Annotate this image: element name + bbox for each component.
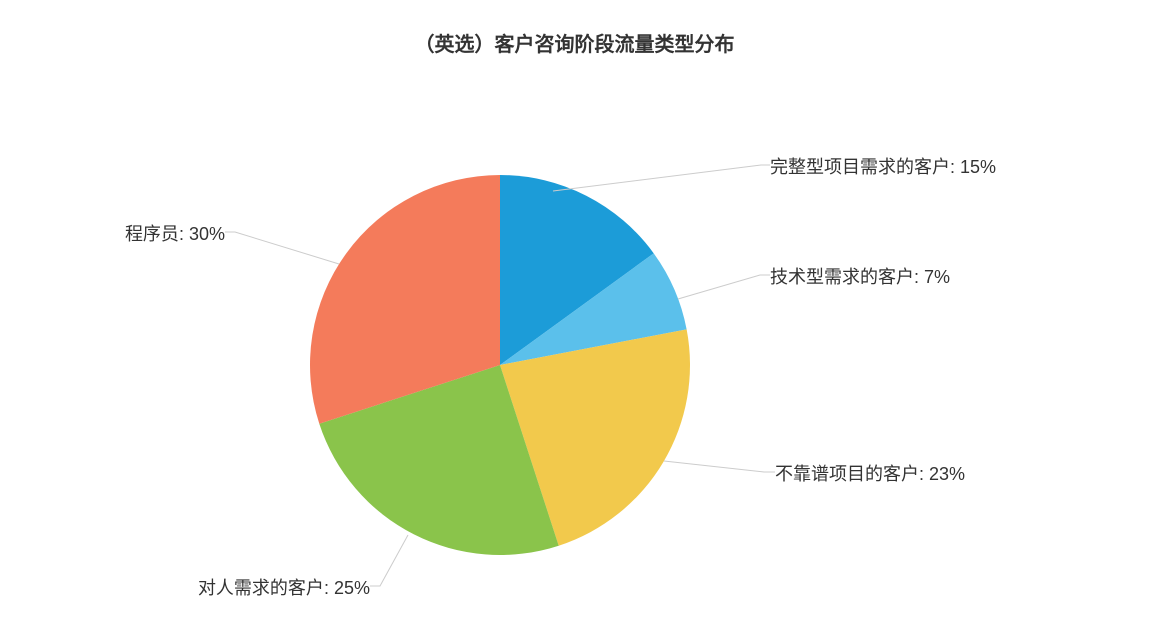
slice-label-value: 25	[334, 578, 354, 598]
slice-label: 技术型需求的客户: 7%	[770, 263, 950, 289]
slice-label-value: 15	[960, 157, 980, 177]
slice-label-name: 完整型项目需求的客户	[770, 157, 950, 177]
slice-label-percent: %	[354, 578, 370, 598]
slice-label: 完整型项目需求的客户: 15%	[770, 153, 996, 179]
slice-label-name: 对人需求的客户	[198, 578, 324, 598]
slice-label-name: 程序员	[125, 224, 179, 244]
leader-line	[370, 535, 408, 586]
slice-label: 程序员: 30%	[125, 220, 225, 246]
slice-label-percent: %	[949, 464, 965, 484]
slice-label: 不靠谱项目的客户: 23%	[775, 460, 965, 486]
pie-chart	[0, 0, 1149, 636]
slice-label-separator: :	[914, 267, 924, 287]
leader-line	[553, 165, 770, 191]
slice-label-name: 不靠谱项目的客户	[775, 464, 919, 484]
slice-label-separator: :	[950, 157, 960, 177]
slice-label-percent: %	[934, 267, 950, 287]
slice-label-value: 23	[929, 464, 949, 484]
slice-label-value: 30	[189, 224, 209, 244]
slice-label-name: 技术型需求的客户	[770, 267, 914, 287]
slice-label-separator: :	[179, 224, 189, 244]
slice-label-separator: :	[919, 464, 929, 484]
slice-label-separator: :	[324, 578, 334, 598]
leader-line	[664, 461, 775, 472]
leader-line	[678, 275, 770, 299]
slice-label-percent: %	[209, 224, 225, 244]
slice-label-percent: %	[980, 157, 996, 177]
slice-label-value: 7	[924, 267, 934, 287]
slice-label: 对人需求的客户: 25%	[198, 574, 370, 600]
leader-line	[225, 232, 339, 264]
